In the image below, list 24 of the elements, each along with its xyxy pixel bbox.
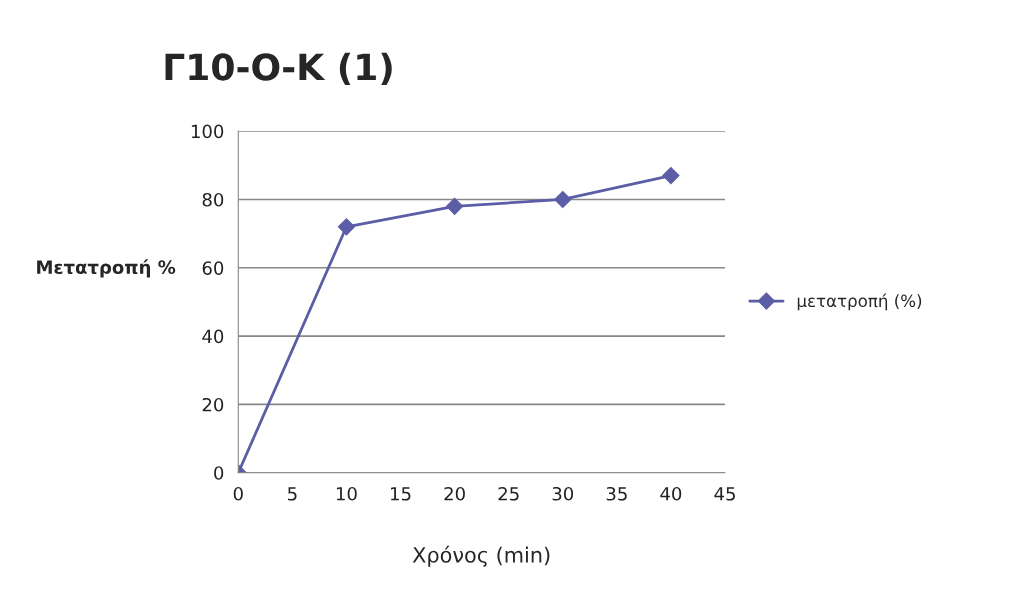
x-tick-label: 0 bbox=[233, 486, 243, 501]
x-tick-label: 25 bbox=[498, 486, 519, 501]
x-tick-label: 30 bbox=[552, 486, 574, 501]
x-tick-label: 40 bbox=[660, 486, 682, 501]
legend-label: μετατροπή (%) bbox=[797, 293, 922, 311]
y-axis-title: Μετατροπή % bbox=[37, 259, 176, 278]
y-tick-label: 40 bbox=[202, 329, 224, 344]
point bbox=[446, 197, 464, 215]
y-tick-label: 60 bbox=[202, 261, 224, 275]
y-tick-label: 100 bbox=[191, 124, 224, 139]
y-tick-label: 20 bbox=[202, 397, 224, 412]
x-tick-label: 45 bbox=[714, 487, 735, 501]
x-tick-label: 15 bbox=[391, 487, 411, 501]
x-tick-label: 20 bbox=[444, 486, 465, 501]
chart-title: Γ10-Ο-Κ (1) bbox=[165, 52, 392, 85]
x-axis-title: Χρόνος (min) bbox=[412, 545, 550, 567]
x-tick-label: 5 bbox=[288, 487, 297, 501]
point bbox=[554, 190, 572, 209]
point bbox=[662, 167, 680, 185]
x-tick-label: 10 bbox=[336, 486, 357, 501]
point bbox=[337, 218, 356, 236]
y-tick-label: 80 bbox=[202, 192, 224, 207]
y-tick-label: 0 bbox=[214, 466, 224, 480]
x-tick-label: 35 bbox=[606, 486, 627, 501]
